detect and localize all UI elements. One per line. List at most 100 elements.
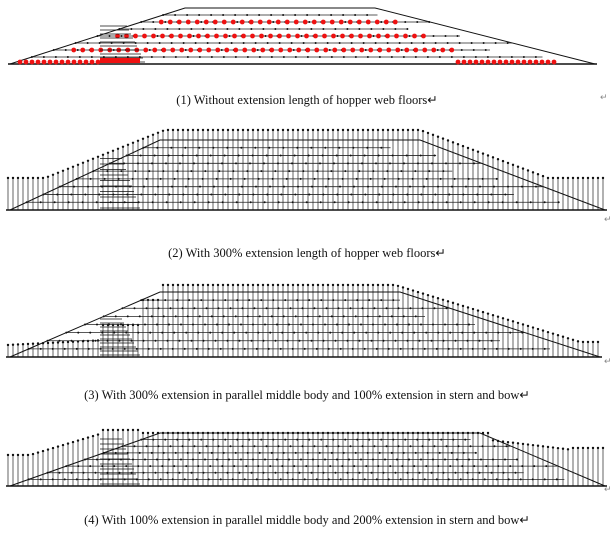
node [402, 129, 404, 131]
node [327, 129, 329, 131]
node [154, 155, 156, 157]
node [597, 447, 599, 449]
node [42, 193, 44, 195]
node [197, 332, 199, 334]
node [59, 186, 61, 188]
red-node [168, 20, 173, 25]
node [47, 448, 49, 450]
red-node [510, 60, 515, 65]
node [299, 340, 301, 342]
node [331, 56, 333, 58]
node [439, 452, 441, 454]
node [403, 162, 405, 164]
node [147, 136, 149, 138]
node [492, 156, 494, 158]
node [427, 294, 429, 296]
red-node [422, 48, 427, 53]
node [535, 56, 537, 58]
node [277, 129, 279, 131]
node [348, 201, 350, 203]
node [266, 307, 268, 309]
node [271, 56, 273, 58]
node [232, 129, 234, 131]
node [242, 445, 244, 447]
node [137, 140, 139, 142]
node [443, 472, 445, 474]
node [577, 447, 579, 449]
node [502, 201, 504, 203]
node [120, 324, 122, 326]
node [92, 170, 94, 172]
node [467, 147, 469, 149]
node [359, 472, 361, 474]
node [148, 478, 150, 480]
node [188, 299, 190, 301]
red-node [260, 48, 265, 53]
node [509, 332, 511, 334]
node [113, 332, 115, 334]
node [182, 445, 184, 447]
node [245, 332, 247, 334]
node [312, 284, 314, 286]
node [295, 452, 297, 454]
node [232, 348, 234, 350]
red-node [349, 34, 354, 39]
node [27, 343, 29, 345]
node [392, 439, 394, 441]
node [457, 143, 459, 145]
node [47, 176, 49, 178]
node [358, 28, 360, 30]
node [446, 201, 448, 203]
node [209, 465, 211, 467]
red-node [159, 20, 164, 25]
node [257, 465, 259, 467]
node [137, 162, 139, 164]
node [547, 177, 549, 179]
node [268, 348, 270, 350]
node [409, 35, 411, 37]
node [365, 465, 367, 467]
node [364, 348, 366, 350]
node [146, 178, 148, 180]
diagram-3 [6, 284, 602, 357]
node [368, 439, 370, 441]
node [452, 439, 454, 441]
node [87, 42, 89, 44]
node [521, 465, 523, 467]
node [84, 324, 86, 326]
node [227, 186, 229, 188]
diagram-4 [6, 429, 607, 486]
node [262, 129, 264, 131]
node [362, 201, 364, 203]
node [341, 332, 343, 334]
node [562, 336, 564, 338]
node [367, 315, 369, 317]
node [336, 155, 338, 157]
node [312, 459, 314, 461]
node [391, 56, 393, 58]
node [504, 459, 506, 461]
node [377, 332, 379, 334]
node [113, 465, 115, 467]
node [292, 284, 294, 286]
node [149, 332, 151, 334]
node [262, 28, 264, 30]
node [194, 201, 196, 203]
node [67, 442, 69, 444]
node [89, 332, 91, 334]
node [206, 307, 208, 309]
node [154, 193, 156, 195]
node [252, 284, 254, 286]
node [291, 162, 293, 164]
node [423, 186, 425, 188]
node [172, 284, 174, 286]
node [185, 465, 187, 467]
node [412, 348, 414, 350]
node [392, 193, 394, 195]
node [40, 478, 42, 480]
node [122, 429, 124, 431]
paragraph-mark: ↵ [604, 356, 612, 366]
node [175, 452, 177, 454]
node [160, 178, 162, 180]
node [327, 284, 329, 286]
